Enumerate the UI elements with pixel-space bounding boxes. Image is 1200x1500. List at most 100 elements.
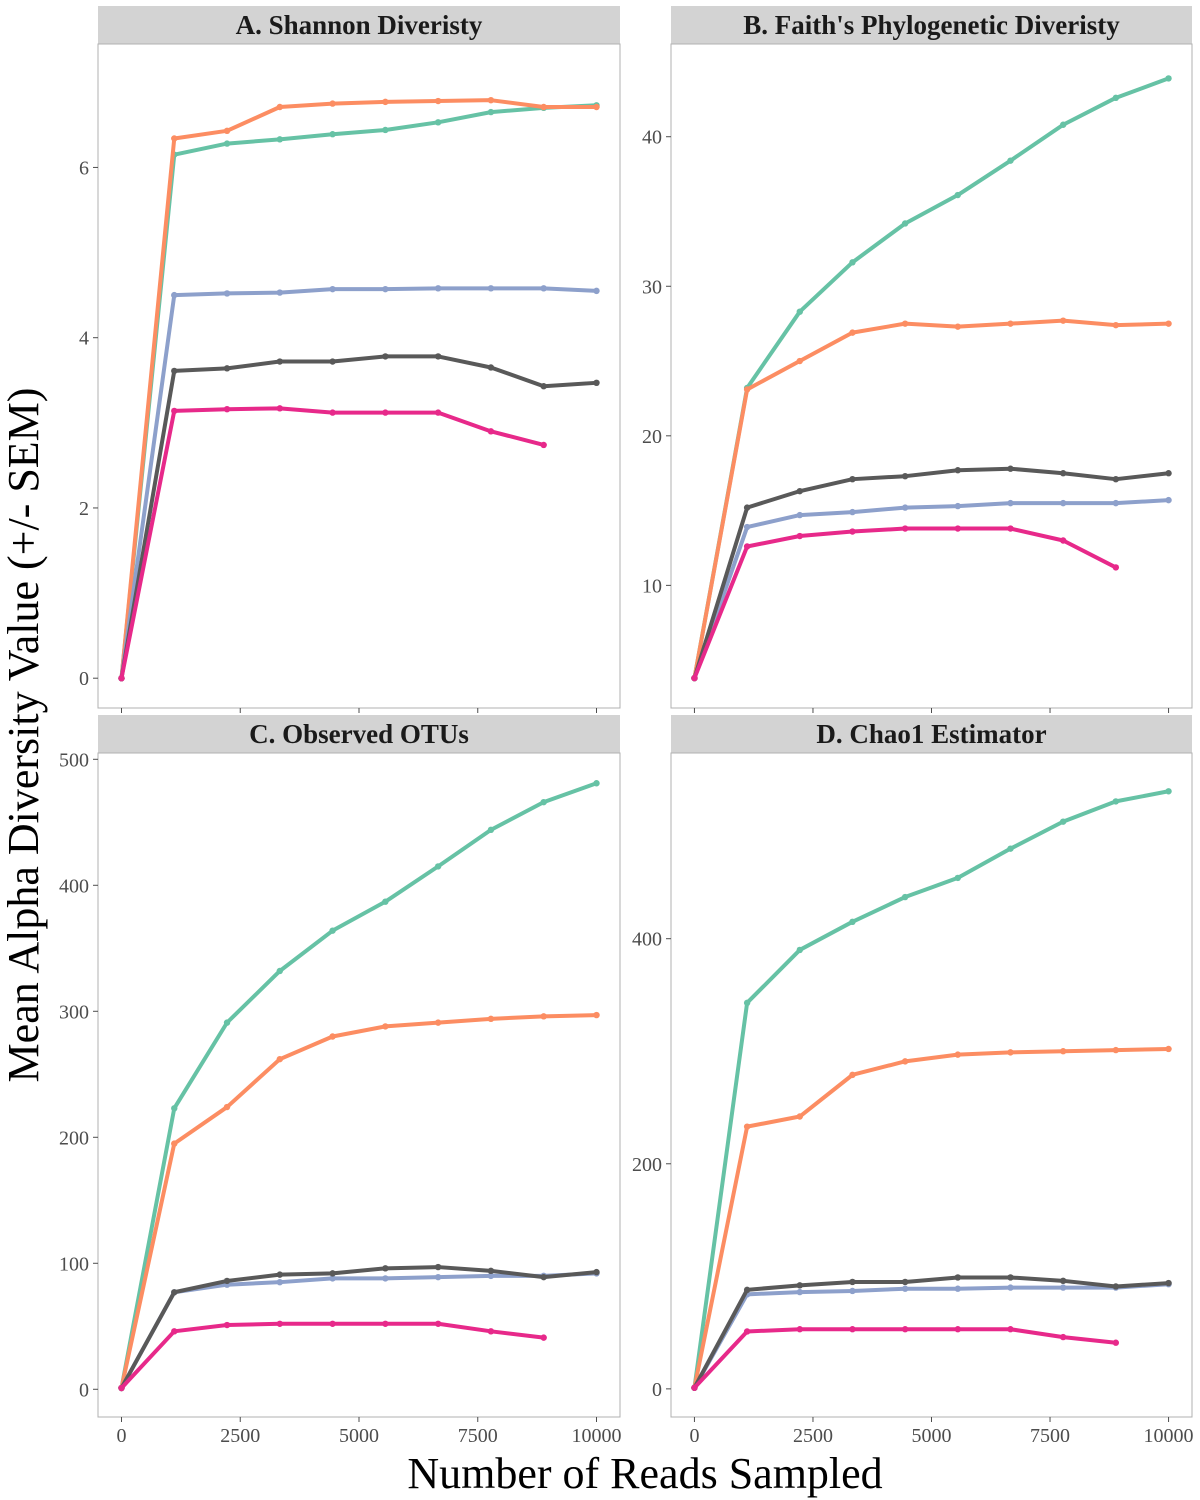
x-tick-label: 2500 (793, 1425, 833, 1447)
series-2 (691, 317, 1172, 682)
data-point (1165, 75, 1172, 82)
data-point (796, 1288, 803, 1296)
series-5 (118, 405, 547, 682)
data-point (796, 308, 803, 315)
data-point (796, 1113, 803, 1120)
data-point (796, 487, 803, 495)
data-point (487, 1328, 495, 1335)
series-5 (691, 525, 1120, 682)
data-point (691, 674, 698, 682)
panel-1: A. Shannon Diveristy 0 2 4 6 (79, 6, 621, 713)
data-point (171, 291, 178, 299)
data-point (487, 1272, 495, 1280)
y-tick-label: 200 (59, 1127, 89, 1149)
data-point (901, 1285, 909, 1292)
y-tick-label: 4 (79, 328, 89, 350)
data-point (901, 893, 909, 901)
x-tick-label: 7500 (458, 1425, 498, 1447)
panel-strip (671, 6, 1192, 44)
panel-title: D. Chao1 Estimator (816, 719, 1046, 749)
data-point (329, 1033, 336, 1040)
series-line (119, 781, 599, 1391)
data-point (1059, 1333, 1067, 1341)
y-tick-label: 100 (59, 1253, 89, 1275)
data-point (1059, 121, 1067, 128)
data-point (1007, 465, 1014, 472)
data-point (593, 1268, 600, 1276)
data-point (743, 1286, 751, 1294)
data-point (593, 287, 600, 295)
data-point (223, 290, 231, 297)
panel-title: A. Shannon Diveristy (236, 10, 483, 40)
data-point (954, 191, 962, 199)
data-point (1059, 1048, 1067, 1055)
y-tick-label: 200 (632, 1154, 662, 1176)
data-point (1112, 1339, 1120, 1346)
data-point (1165, 496, 1172, 504)
data-point (487, 108, 495, 116)
data-point (329, 100, 336, 107)
data-point (691, 1384, 698, 1391)
data-point (743, 523, 751, 531)
series-line (119, 103, 599, 681)
data-point (276, 289, 284, 296)
series-line (119, 354, 599, 681)
data-point (382, 1320, 389, 1327)
data-point (487, 96, 495, 104)
data-point (434, 1273, 442, 1281)
data-point (382, 898, 389, 905)
y-tick-label: 30 (642, 276, 662, 298)
plot-area (97, 43, 621, 709)
data-point (434, 97, 442, 105)
panel-strip (98, 6, 620, 44)
data-point (1059, 818, 1067, 825)
data-point (434, 353, 442, 360)
data-point (276, 136, 284, 143)
series-line (119, 1013, 599, 1391)
data-point (487, 1267, 495, 1275)
series-3 (691, 496, 1172, 682)
data-point (223, 1277, 231, 1285)
data-point (796, 511, 803, 519)
data-point (901, 1058, 909, 1065)
data-point (743, 386, 751, 393)
data-point (223, 1103, 231, 1111)
data-point (954, 874, 962, 882)
y-tick-label: 500 (59, 749, 89, 771)
data-point (329, 1270, 336, 1277)
x-tick-label: 10000 (572, 1425, 622, 1447)
data-point (171, 1105, 178, 1112)
panel-2: B. Faith's Phylogenetic Diveristy 10 20 30 4… (642, 6, 1193, 713)
data-point (276, 967, 284, 975)
data-point (434, 119, 442, 126)
data-point (901, 525, 909, 532)
data-point (954, 1326, 962, 1333)
data-point (954, 1274, 962, 1281)
data-point (171, 135, 178, 142)
y-tick-label: 40 (642, 127, 662, 149)
data-point (1059, 499, 1067, 507)
y-tick-label: 0 (652, 1379, 662, 1401)
y-tick-label: 6 (79, 157, 89, 179)
data-point (743, 999, 751, 1007)
data-point (434, 409, 442, 416)
data-point (743, 543, 751, 550)
data-point (171, 1140, 178, 1147)
data-point (487, 285, 495, 292)
data-point (1165, 788, 1172, 795)
data-point (434, 863, 442, 870)
data-point (223, 406, 231, 413)
data-point (276, 358, 284, 365)
series-line (119, 98, 599, 681)
data-point (1059, 317, 1067, 324)
data-point (382, 285, 389, 293)
series-line (692, 498, 1171, 681)
data-point (276, 103, 284, 111)
data-point (434, 1263, 442, 1271)
data-point (223, 140, 231, 147)
series-4 (118, 353, 600, 682)
data-point (1112, 564, 1120, 571)
data-point (796, 357, 803, 365)
series-line (692, 466, 1171, 681)
data-point (276, 405, 284, 412)
